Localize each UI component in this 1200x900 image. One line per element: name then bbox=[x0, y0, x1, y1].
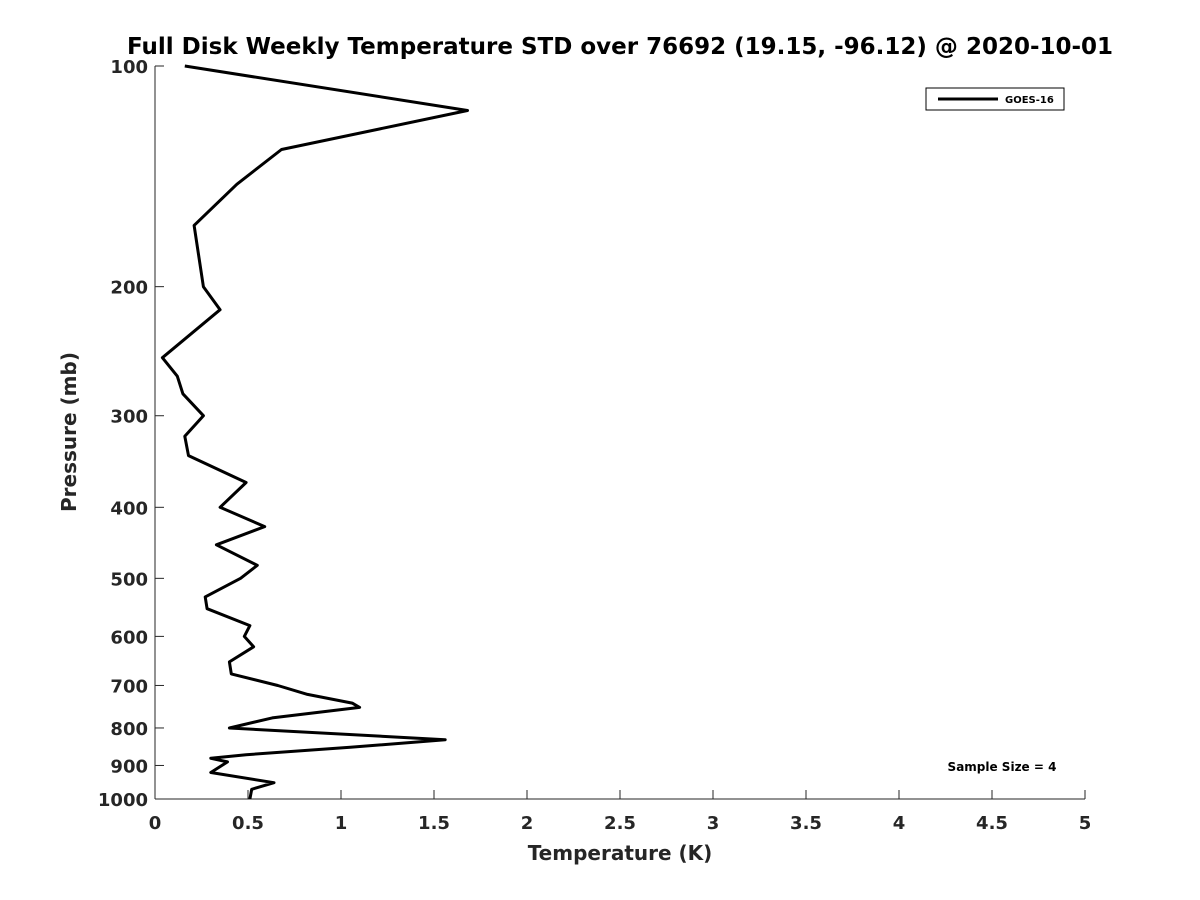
x-ticks: 0 0.5 1 1.5 2 2.5 3 3.5 4 4.5 5 bbox=[149, 790, 1092, 834]
x-tick-label: 2 bbox=[521, 813, 534, 834]
x-axis-label: Temperature (K) bbox=[528, 841, 713, 865]
series-layer bbox=[160, 64, 469, 800]
y-tick-label: 100 bbox=[110, 57, 148, 78]
x-tick-label: 4.5 bbox=[976, 813, 1008, 834]
series-line-goes-16 bbox=[160, 64, 469, 800]
y-tick-label: 500 bbox=[110, 569, 148, 590]
y-tick-label: 600 bbox=[110, 627, 148, 648]
x-tick-label: 2.5 bbox=[604, 813, 636, 834]
legend: GOES-16 bbox=[925, 87, 1065, 111]
x-tick-label: 4 bbox=[893, 813, 906, 834]
y-tick-label: 1000 bbox=[98, 790, 148, 811]
x-tick-label: 1 bbox=[335, 813, 348, 834]
x-tick-label: 0 bbox=[149, 813, 162, 834]
y-tick-label: 700 bbox=[110, 676, 148, 697]
x-tick-label: 3 bbox=[707, 813, 720, 834]
legend-label: GOES-16 bbox=[1005, 95, 1054, 106]
y-tick-label: 200 bbox=[110, 278, 148, 299]
chart-title: Full Disk Weekly Temperature STD over 76… bbox=[127, 34, 1113, 60]
plot-area bbox=[155, 66, 1085, 799]
x-tick-label: 1.5 bbox=[418, 813, 450, 834]
y-axis-label: Pressure (mb) bbox=[57, 352, 81, 512]
y-tick-label: 400 bbox=[110, 498, 148, 519]
y-tick-label: 800 bbox=[110, 719, 148, 740]
sample-size-annotation: Sample Size = 4 bbox=[948, 760, 1057, 774]
x-tick-label: 5 bbox=[1079, 813, 1092, 834]
y-tick-label: 300 bbox=[110, 407, 148, 428]
x-tick-label: 3.5 bbox=[790, 813, 822, 834]
y-tick-label: 900 bbox=[110, 756, 148, 777]
x-tick-label: 0.5 bbox=[232, 813, 264, 834]
y-ticks: 100 200 300 400 500 600 700 800 900 1000 bbox=[98, 57, 164, 811]
